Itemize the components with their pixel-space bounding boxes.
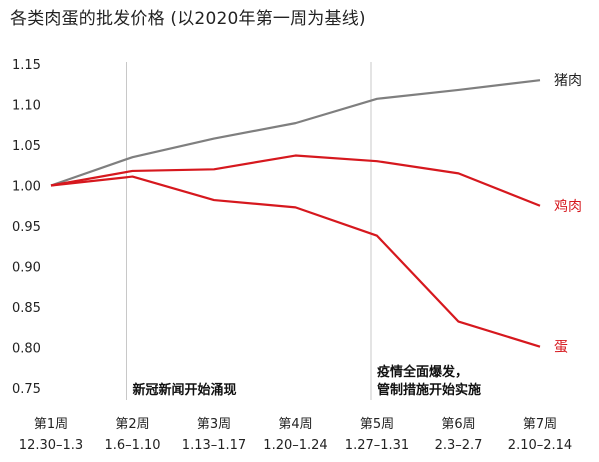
y-tick-label: 0.75 xyxy=(12,382,41,397)
annotation-text: 新冠新闻开始涌现 xyxy=(133,382,237,398)
y-tick-label: 1.15 xyxy=(12,58,41,73)
y-tick-label: 0.85 xyxy=(12,301,41,316)
x-tick-range: 2.3–2.7 xyxy=(435,438,483,453)
series-label: 蛋 xyxy=(554,340,568,356)
y-tick-label: 0.90 xyxy=(12,261,41,276)
y-tick-label: 0.80 xyxy=(12,342,41,357)
x-tick-range: 2.10–2.14 xyxy=(508,438,572,453)
x-tick-week: 第6周 xyxy=(441,417,475,432)
chart-title: 各类肉蛋的批发价格 (以2020年第一周为基线) xyxy=(10,9,366,29)
y-tick-label: 1.00 xyxy=(12,180,41,195)
series-line-0 xyxy=(50,79,541,187)
annotation-text: 疫情全面爆发， xyxy=(377,364,468,380)
x-tick-week: 第1周 xyxy=(34,417,68,432)
series-label: 猪肉 xyxy=(554,73,582,89)
y-tick-label: 1.05 xyxy=(12,139,41,154)
x-tick-range: 1.20–1.24 xyxy=(263,438,327,453)
x-tick-range: 12.30–1.3 xyxy=(19,438,83,453)
x-tick-week: 第3周 xyxy=(197,417,231,432)
x-tick-week: 第5周 xyxy=(360,417,394,432)
x-tick-range: 1.6–1.10 xyxy=(104,438,160,453)
series-label: 鸡肉 xyxy=(554,198,582,215)
y-tick-label: 1.10 xyxy=(12,99,41,114)
x-tick-week: 第2周 xyxy=(115,417,149,432)
x-tick-range: 1.13–1.17 xyxy=(182,438,246,453)
series-line-2 xyxy=(50,175,541,348)
x-tick-week: 第4周 xyxy=(278,417,312,432)
series-line-1 xyxy=(50,154,541,207)
annotation-text: 管制措施开始实施 xyxy=(377,382,481,398)
x-tick-week: 第7周 xyxy=(523,417,557,432)
y-tick-label: 0.95 xyxy=(12,220,41,235)
x-tick-range: 1.27–1.31 xyxy=(345,438,409,453)
